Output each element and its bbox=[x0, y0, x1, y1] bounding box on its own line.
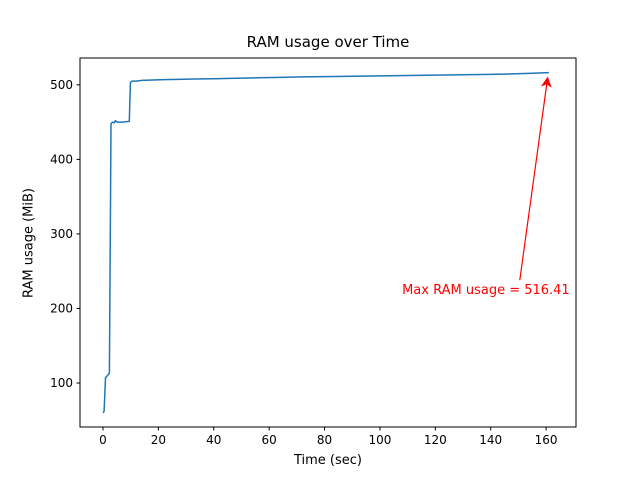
ram-usage-line bbox=[102, 71, 549, 414]
x-tick-label: 140 bbox=[479, 433, 502, 447]
x-tick-label: 120 bbox=[424, 433, 447, 447]
x-tick-label: 160 bbox=[535, 433, 558, 447]
chart-title: RAM usage over Time bbox=[246, 33, 410, 51]
y-tick-label: 100 bbox=[50, 376, 73, 390]
y-tick-label: 200 bbox=[50, 301, 73, 315]
x-tick-label: 60 bbox=[262, 433, 277, 447]
y-axis-label: RAM usage (MiB) bbox=[21, 188, 37, 298]
x-tick-label: 40 bbox=[206, 433, 221, 447]
x-tick-label: 0 bbox=[99, 433, 107, 447]
y-tick-label: 300 bbox=[50, 227, 73, 241]
annotation-arrow bbox=[519, 76, 552, 281]
axes-spines bbox=[79, 57, 577, 428]
x-tick-label: 100 bbox=[368, 433, 391, 447]
x-axis-label: Time (sec) bbox=[293, 453, 362, 468]
y-tick-label: 500 bbox=[50, 78, 73, 92]
x-tick-label: 80 bbox=[317, 433, 332, 447]
max-ram-annotation: Max RAM usage = 516.41 bbox=[402, 282, 570, 298]
x-tick-label: 20 bbox=[151, 433, 166, 447]
y-tick-label: 400 bbox=[50, 152, 73, 166]
